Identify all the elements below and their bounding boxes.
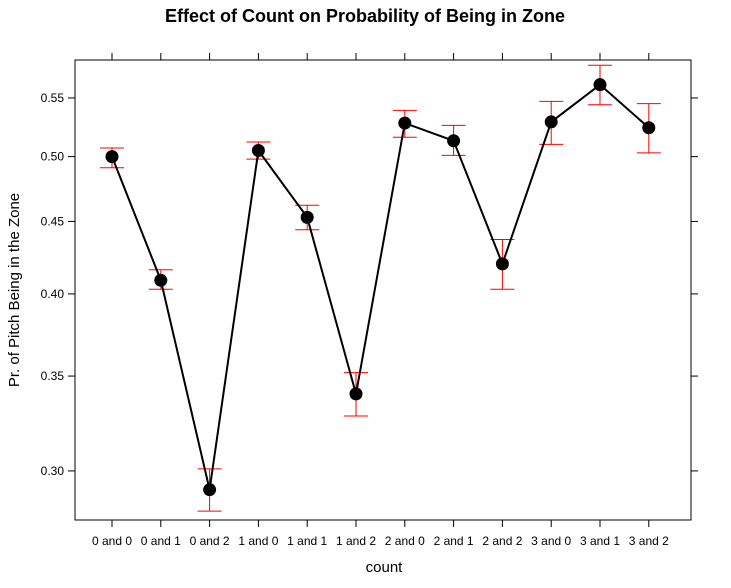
chart-title: Effect of Count on Probability of Being … <box>165 6 565 26</box>
y-axis-label: Pr. of Pitch Being in the Zone <box>6 193 23 387</box>
data-point <box>398 116 412 130</box>
y-tick-label: 0.45 <box>41 214 65 228</box>
y-tick-label: 0.55 <box>41 91 65 105</box>
data-point <box>495 257 509 271</box>
data-point <box>349 387 363 401</box>
y-axis: 0.30 0.35 0.40 0.45 0.50 0.55 <box>41 91 698 478</box>
data-point <box>154 273 168 287</box>
data-point <box>642 121 656 135</box>
data-points <box>105 78 656 497</box>
x-tick-label: 2 and 0 <box>385 534 425 548</box>
y-tick-label: 0.35 <box>41 369 65 383</box>
x-tick-label: 3 and 1 <box>580 534 620 548</box>
error-bars <box>100 64 661 512</box>
x-tick-label: 2 and 2 <box>482 534 522 548</box>
data-point <box>300 210 314 224</box>
y-tick-label: 0.30 <box>41 464 65 478</box>
data-point <box>203 483 217 497</box>
x-tick-label: 2 and 1 <box>434 534 474 548</box>
plot-frame <box>74 59 692 521</box>
x-tick-label: 0 and 2 <box>190 534 230 548</box>
data-point <box>544 115 558 129</box>
y-tick-label: 0.40 <box>41 287 65 301</box>
x-tick-label: 1 and 2 <box>336 534 376 548</box>
x-tick-label: 0 and 1 <box>141 534 181 548</box>
x-tick-label: 3 and 0 <box>531 534 571 548</box>
data-point <box>251 143 265 157</box>
y-tick-label: 0.50 <box>41 150 65 164</box>
data-point <box>447 134 461 148</box>
x-tick-label: 1 and 0 <box>238 534 278 548</box>
data-point <box>593 78 607 92</box>
x-tick-label: 1 and 1 <box>287 534 327 548</box>
x-tick-label: 3 and 2 <box>629 534 669 548</box>
x-axis-label: count <box>366 559 404 576</box>
series-line <box>111 83 650 490</box>
x-tick-label: 0 and 0 <box>92 534 132 548</box>
x-axis: 0 and 0 0 and 1 0 and 2 1 and 0 1 and 1 1 and… <box>92 53 669 548</box>
data-point <box>105 150 119 164</box>
